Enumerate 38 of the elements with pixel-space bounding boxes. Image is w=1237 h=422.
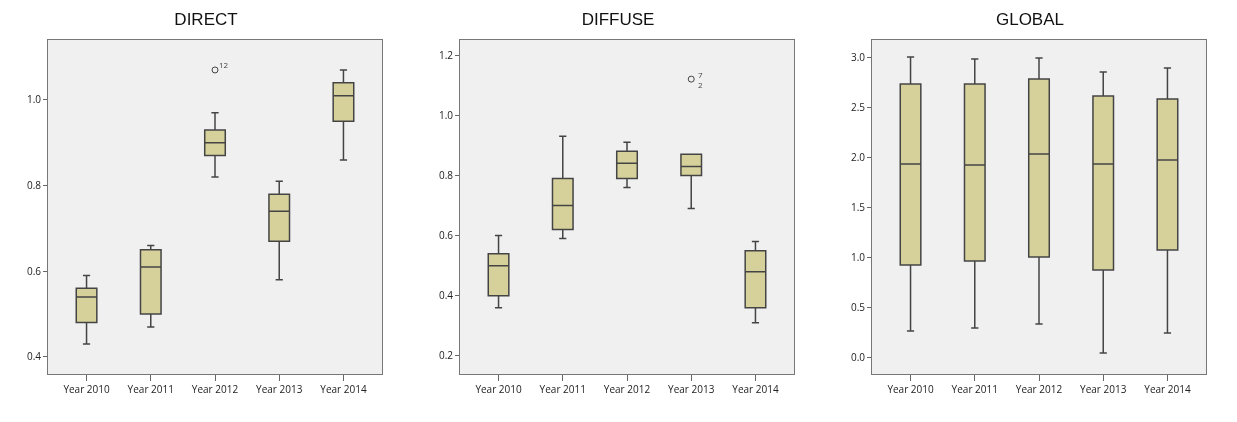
x-tick-label: Year 2013 [256, 382, 303, 396]
x-tick-label: Year 2014 [732, 382, 779, 396]
y-tick-label: 0.6 [26, 263, 42, 278]
y-tick-label: 0.6 [438, 228, 454, 243]
x-tick-label: Year 2014 [1144, 382, 1191, 396]
y-tick-label: 2.0 [850, 149, 866, 164]
chart-title: GLOBAL [995, 9, 1065, 29]
y-tick-label: 0.2 [438, 348, 454, 363]
y-tick-label: 1.2 [438, 47, 454, 62]
y-tick-label: 1.0 [26, 92, 42, 107]
chart-title: DIRECT [174, 9, 238, 29]
x-tick-label: Year 2013 [1080, 382, 1127, 396]
x-tick-label: Year 2010 [63, 382, 110, 396]
y-tick-label: 2.5 [850, 99, 866, 114]
x-tick-label: Year 2014 [320, 382, 367, 396]
y-tick-label: 0.4 [438, 288, 454, 303]
y-tick-label: 1.0 [850, 249, 866, 264]
y-tick-label: 0.8 [26, 178, 42, 193]
annotation: 12 [219, 59, 229, 70]
x-tick-label: Year 2010 [475, 382, 522, 396]
y-tick-label: 1.5 [850, 199, 866, 214]
x-tick-label: Year 2013 [668, 382, 715, 396]
y-tick-label: 0.4 [26, 349, 42, 364]
x-tick-label: Year 2010 [887, 382, 934, 396]
annotation: 7 [698, 69, 703, 80]
x-tick-label: Year 2011 [127, 382, 174, 396]
x-tick-label: Year 2011 [539, 382, 586, 396]
y-tick-label: 3.0 [850, 49, 866, 64]
y-tick-label: 1.0 [438, 107, 454, 122]
x-tick-label: Year 2012 [191, 382, 239, 396]
chart-title: DIFFUSE [581, 9, 655, 29]
x-tick-label: Year 2012 [1015, 382, 1063, 396]
y-tick-label: 0.8 [438, 167, 454, 182]
x-tick-label: Year 2012 [603, 382, 651, 396]
x-tick-label: Year 2011 [951, 382, 998, 396]
y-tick-label: 0.0 [850, 349, 866, 364]
y-tick-label: 0.5 [850, 299, 866, 314]
annotation: 2 [698, 79, 703, 90]
